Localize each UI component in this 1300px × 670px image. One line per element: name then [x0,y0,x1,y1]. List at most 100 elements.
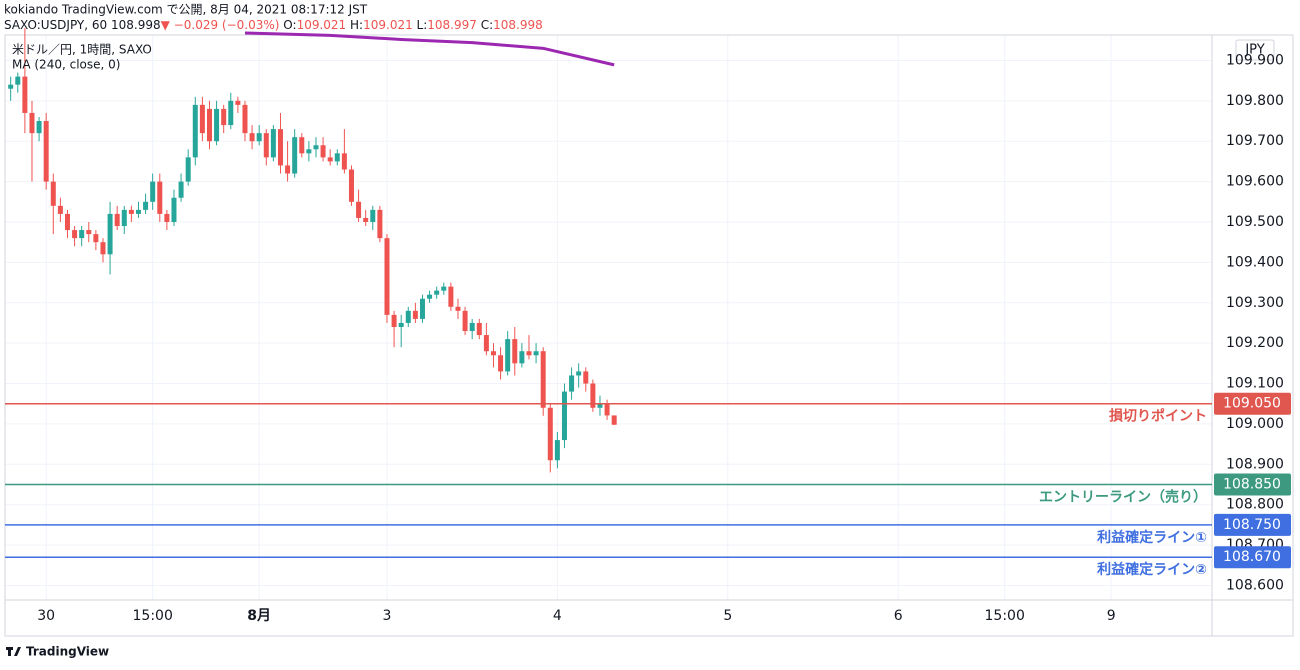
candle-body [533,351,539,356]
candle-body [121,209,127,227]
candle-body [206,108,212,142]
level-tag: 108.750 [1223,517,1281,533]
candle-body [100,242,106,255]
candle-body [490,351,496,356]
level-tag: 109.050 [1223,396,1281,412]
candle-body [327,157,333,162]
candle-body [93,234,99,243]
candle-body [292,137,298,174]
candle-body [377,209,383,239]
published: kokiando TradingView.com で公開, 8月 04, 202… [4,3,368,17]
x-tick-label: 15:00 [985,608,1025,624]
y-tick-label: 109.500 [1226,214,1284,230]
candle-body [455,306,461,311]
y-tick-label: 109.100 [1226,376,1284,392]
brand-logo [6,647,21,656]
level-tag-box [1214,473,1291,496]
y-tick-label: 109.300 [1226,295,1284,311]
candle-body [256,133,262,142]
y-tick-label: 109.200 [1226,335,1284,351]
candle-body [370,209,376,222]
candle-body [185,157,191,182]
candle-body [135,209,141,214]
candle-body [611,415,617,425]
candle-body [57,205,63,214]
candle-body [391,314,397,327]
grid [5,35,1212,600]
l-value: 108.997 [427,18,477,32]
candle-body [150,181,156,202]
candle-body [50,181,56,206]
candle-body [306,149,312,154]
arrow: ▼ [161,18,171,32]
y-tick-label: 109.900 [1226,52,1284,68]
candle-body [604,403,610,416]
candle-body [228,100,234,126]
candle-body [277,129,283,166]
candle-body [313,145,319,150]
c-value: 108.998 [493,18,543,32]
level-tag-box [1214,513,1291,536]
y-tick-label: 109.400 [1226,254,1284,270]
candle-body [214,108,220,142]
legend-ma: MA (240, close, 0) [12,58,120,72]
c-label: C: [481,18,493,32]
candle-body [79,230,85,239]
level-tag: 108.850 [1223,476,1281,492]
candle-body [64,213,70,231]
candle-body [519,351,525,364]
candle-body [334,153,340,162]
candle-body [114,213,120,227]
candle-body [448,286,454,307]
candle-body [285,165,291,174]
brand: TradingView [26,645,109,659]
candle-body [143,201,149,210]
plot-frame [4,34,1294,637]
candle-body [462,310,468,332]
x-tick-label: 3 [383,608,392,624]
candle-body [107,213,113,255]
candle-body [263,133,269,158]
y-tick-label: 109.000 [1226,416,1284,432]
candle-body [597,403,603,408]
y-tick-label: 109.800 [1226,93,1284,109]
candle-body [427,294,433,299]
candle-body [299,137,305,154]
x-tick-label: 4 [553,608,562,624]
candle-body [270,129,276,158]
x-tick-label: 6 [894,608,903,624]
last: 108.998 [111,18,161,32]
y-tick-label: 108.800 [1226,497,1284,513]
currency: JPY [1244,43,1264,58]
ohlc-header: SAXO:USDJPY, 60 108.998▼ −0.029 (−0.03%)… [4,18,543,32]
candle-body [561,391,567,441]
candle-body [547,407,553,461]
h-value: 109.021 [363,18,413,32]
candle-body [320,145,326,158]
candle-body [36,121,42,134]
level-tag: 108.670 [1223,549,1281,565]
candle-body [199,104,205,134]
candle-body [8,84,14,89]
y-tick-label: 109.600 [1226,174,1284,190]
candle-body [412,310,418,319]
candle-body [341,153,347,170]
candle-body [569,375,575,392]
x-tick-label: 5 [723,608,732,624]
y-tick-label: 109.700 [1226,133,1284,149]
candle-body [22,76,28,113]
candle-body [576,371,582,376]
candle-body [512,339,518,364]
candle-body [554,440,560,461]
candle-body [15,76,21,85]
candle-body [348,169,354,202]
candle-body [405,310,411,323]
x-tick-label: 9 [1107,608,1116,624]
level-label: 利益確定ライン① [1097,529,1207,546]
candle-body [505,339,511,372]
candle-body [469,322,475,332]
x-tick-label: 30 [37,608,55,624]
level-label: 利益確定ライン② [1097,561,1207,578]
candle-body [171,197,177,222]
